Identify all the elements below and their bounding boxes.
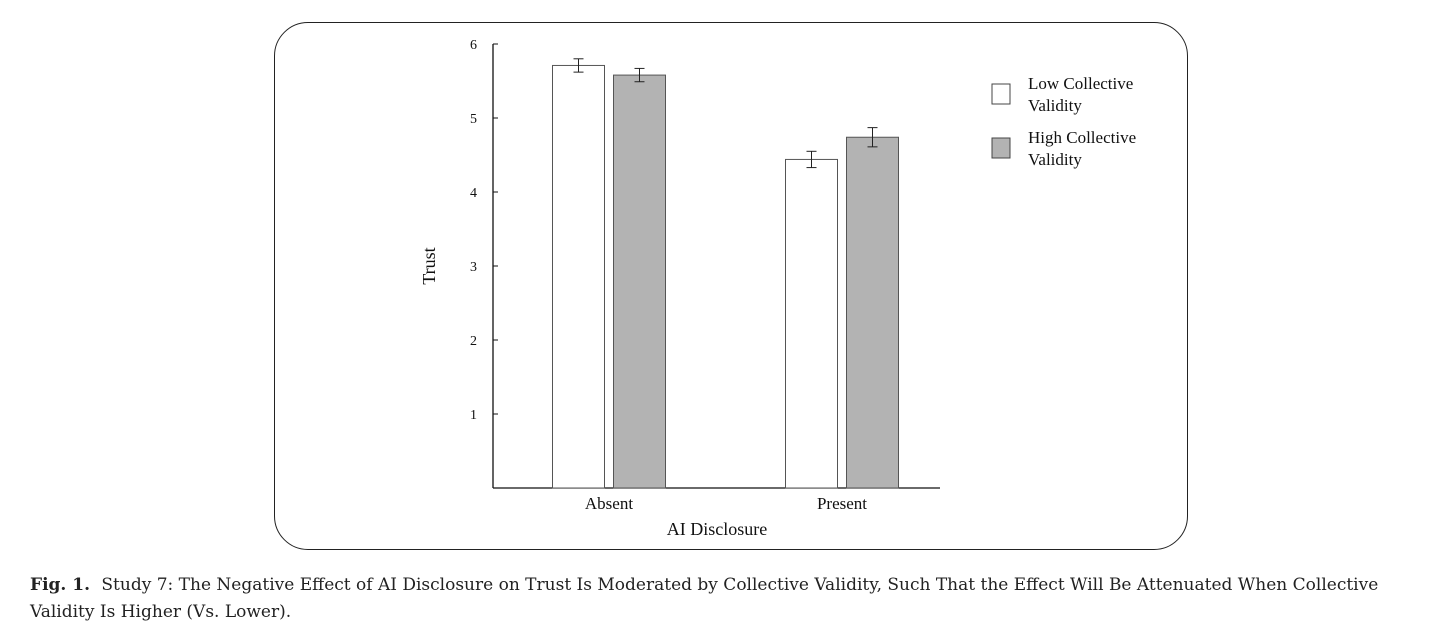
- caption-label: Fig. 1.: [30, 575, 90, 595]
- figure-caption: Fig. 1. Study 7: The Negative Effect of …: [30, 572, 1440, 626]
- x-category-label: Present: [817, 494, 867, 513]
- legend-label-high: High Collective Validity: [1028, 128, 1136, 169]
- caption-text: Study 7: The Negative Effect of AI Discl…: [30, 575, 1379, 622]
- bar-chart: 1 2 3 4 5 6 Absent Present AI Disclosure Trust Low…: [419, 38, 1136, 539]
- y-axis-label: Trust: [419, 247, 439, 284]
- y-tick-label: 5: [470, 112, 477, 127]
- bar-present-low: [785, 158, 838, 489]
- bar-absent-low: [552, 64, 605, 489]
- bar-present-high: [846, 136, 899, 489]
- legend-swatch-low: [991, 83, 1011, 105]
- figure-frame: [274, 22, 1188, 550]
- legend-swatch-high: [991, 137, 1011, 159]
- y-tick-label: 4: [470, 186, 477, 201]
- y-tick-label: 6: [470, 38, 477, 53]
- bar-absent-high: [613, 74, 666, 489]
- legend-label-low: Low Collective Validity: [1028, 74, 1133, 115]
- y-tick-label: 2: [470, 334, 477, 349]
- x-category-label: Absent: [585, 494, 633, 513]
- x-axis-label: AI Disclosure: [667, 519, 767, 539]
- y-tick-label: 3: [470, 260, 477, 275]
- y-tick-label: 1: [470, 408, 477, 423]
